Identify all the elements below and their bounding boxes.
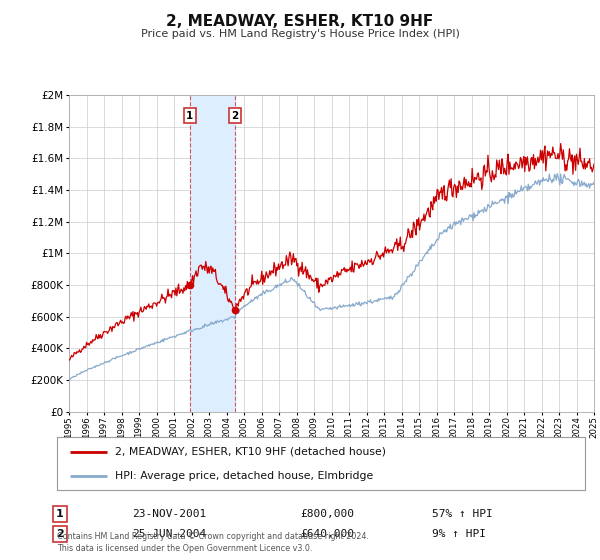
Text: 1: 1 [186, 111, 193, 121]
Text: 2: 2 [56, 529, 64, 539]
Text: HPI: Average price, detached house, Elmbridge: HPI: Average price, detached house, Elmb… [115, 470, 373, 480]
Text: £800,000: £800,000 [300, 509, 354, 519]
Text: £640,000: £640,000 [300, 529, 354, 539]
Bar [190, 95, 235, 412]
Text: 2, MEADWAY, ESHER, KT10 9HF (detached house): 2, MEADWAY, ESHER, KT10 9HF (detached ho… [115, 447, 386, 457]
Text: 23-NOV-2001: 23-NOV-2001 [132, 509, 206, 519]
Text: 25-JUN-2004: 25-JUN-2004 [132, 529, 206, 539]
Text: 1: 1 [56, 509, 64, 519]
Text: 57% ↑ HPI: 57% ↑ HPI [432, 509, 493, 519]
Text: Contains HM Land Registry data © Crown copyright and database right 2024.
This d: Contains HM Land Registry data © Crown c… [57, 533, 369, 553]
Text: Price paid vs. HM Land Registry's House Price Index (HPI): Price paid vs. HM Land Registry's House … [140, 29, 460, 39]
Text: 2, MEADWAY, ESHER, KT10 9HF: 2, MEADWAY, ESHER, KT10 9HF [166, 14, 434, 29]
Text: 9% ↑ HPI: 9% ↑ HPI [432, 529, 486, 539]
Text: 2: 2 [232, 111, 239, 121]
